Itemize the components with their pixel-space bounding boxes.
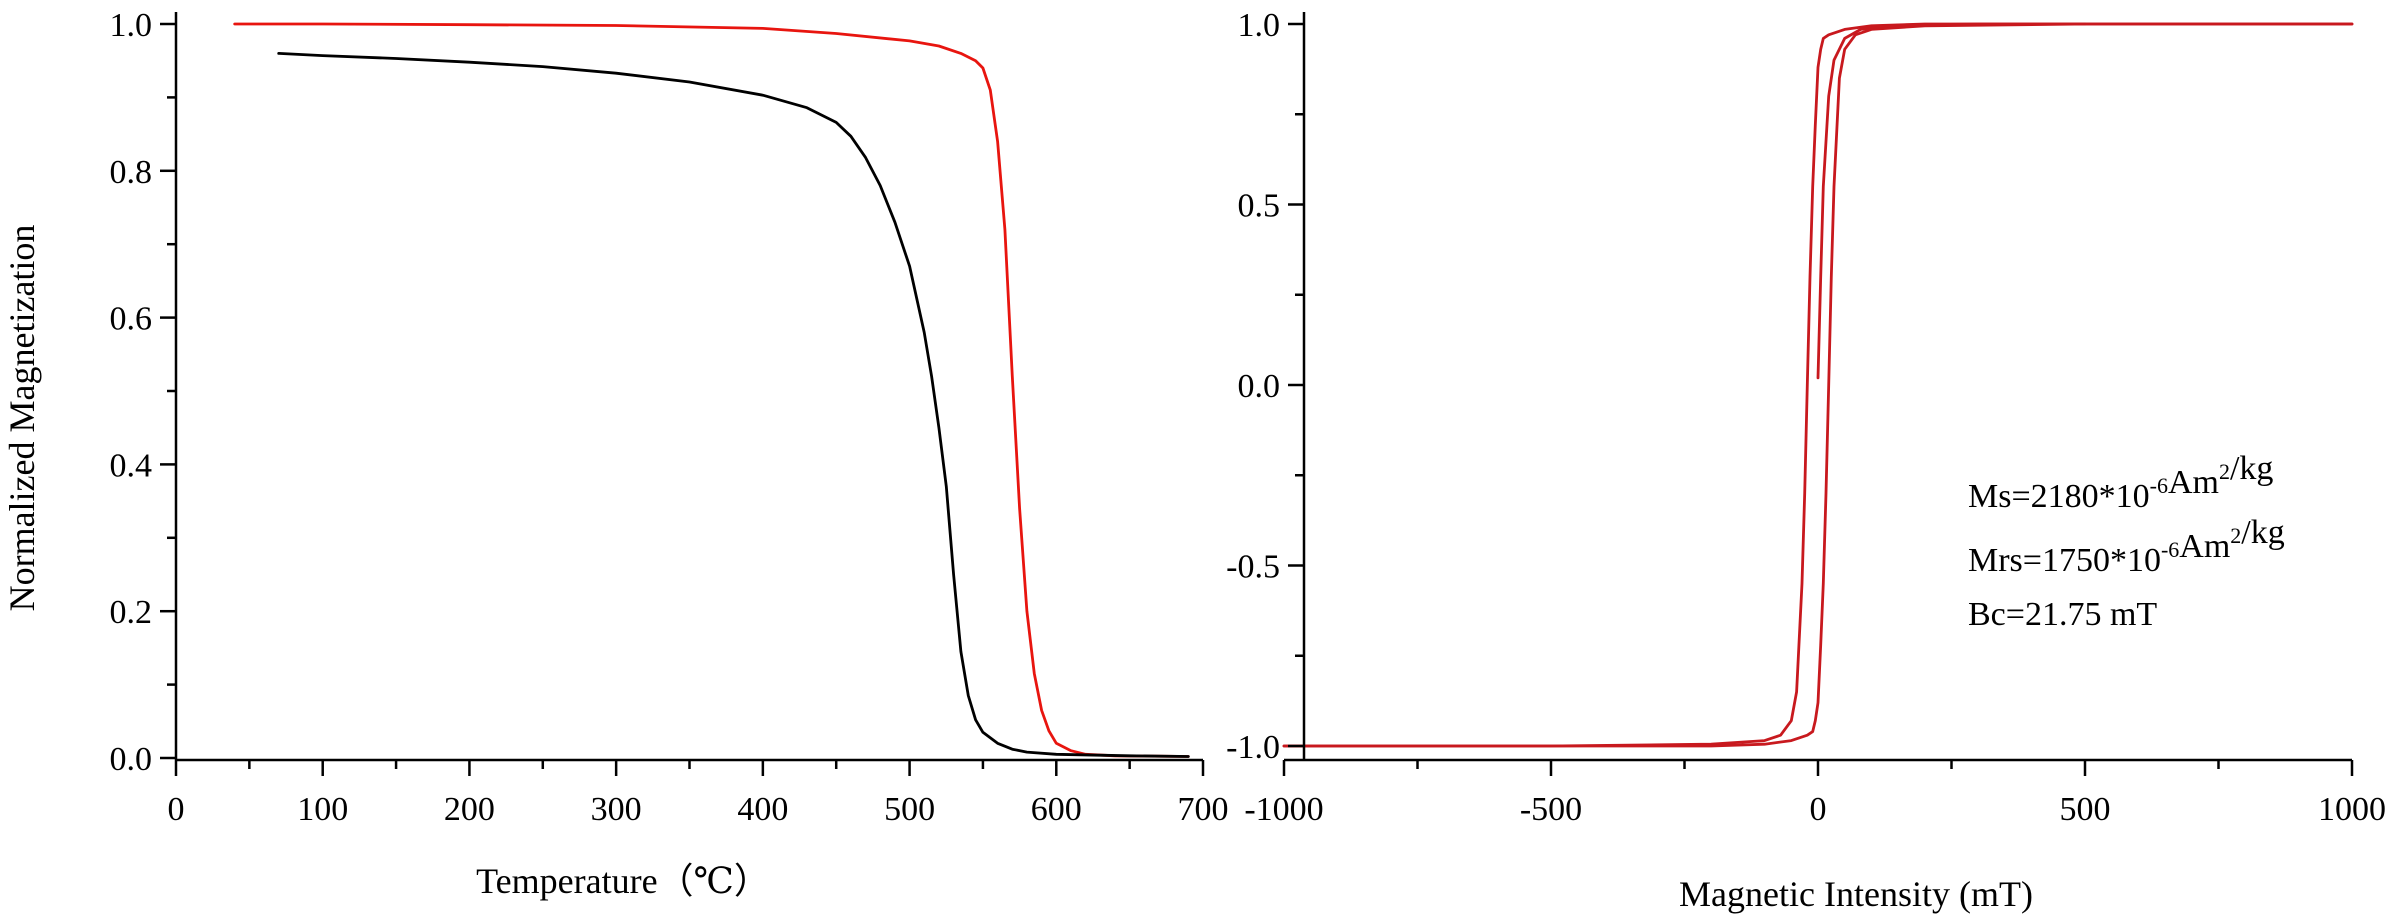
plot-area <box>233 22 1190 758</box>
y-tick-label: 0.0 <box>110 741 153 778</box>
x-tick-label: 1000 <box>2318 791 2386 828</box>
y-axis-title: Normalized Magnetization <box>2 225 42 612</box>
annotation-segment: Am <box>2168 464 2219 501</box>
y-tick-label: -0.5 <box>1226 549 1280 586</box>
plot-area <box>1282 22 2354 748</box>
annotation-segment: Am <box>2179 528 2230 565</box>
x-axis-title: Magnetic Intensity (mT) <box>1679 874 2033 914</box>
annotation-text: Bc=21.75 mT <box>1968 596 2157 633</box>
series-line-1 <box>277 52 1190 758</box>
annotation-superscript: 2 <box>2230 523 2241 548</box>
annotation-segment: Mrs=1750*10 <box>1968 542 2161 579</box>
series-line-0 <box>1282 22 2354 748</box>
x-tick-label: 100 <box>297 791 348 828</box>
annotation-text: Mrs=1750*10-6Am2/kg <box>1968 514 2285 579</box>
series-line-2 <box>1816 22 2087 380</box>
y-tick-label: 1.0 <box>1238 7 1281 44</box>
annotation-superscript: 2 <box>2219 459 2230 484</box>
ticks: 0 100 200 300 400 500 600 700 0.0 0.2 0.4 0.6 0.8 1.0 <box>110 7 1229 828</box>
x-tick-label: 0 <box>168 791 185 828</box>
annotation-segment: /kg <box>2241 514 2284 551</box>
x-tick-label: -500 <box>1520 791 1582 828</box>
annotation-segment: Bc=21.75 mT <box>1968 596 2157 633</box>
y-tick-label: 0.6 <box>110 301 153 338</box>
y-tick-label: 0.5 <box>1238 188 1281 225</box>
annotation-segment: Ms=2180*10 <box>1968 478 2150 515</box>
x-tick-label: 500 <box>884 791 935 828</box>
annotation-text: Ms=2180*10-6Am2/kg <box>1968 450 2273 515</box>
annotation-segment: /kg <box>2230 450 2273 487</box>
x-tick-label: 700 <box>1178 791 1229 828</box>
hysteresis-chart: -1000 -500 0 500 1000 -1.0 -0.5 0.0 0.5 1.0 Magne… <box>1226 7 2386 914</box>
y-tick-label: 0.4 <box>110 447 153 484</box>
x-tick-label: 200 <box>444 791 495 828</box>
y-tick-label: 1.0 <box>110 7 153 44</box>
x-tick-label: -1000 <box>1244 791 1323 828</box>
x-tick-label: 400 <box>737 791 788 828</box>
y-tick-label: 0.2 <box>110 594 153 631</box>
thermomagnetic-chart: 0 100 200 300 400 500 600 700 0.0 0.2 0.4 0.6 0.8 1.0… <box>2 7 1229 901</box>
annotation-superscript: -6 <box>2150 473 2168 498</box>
annotations: Ms=2180*10-6Am2/kgMrs=1750*10-6Am2/kgBc=… <box>1968 450 2285 633</box>
y-tick-label: 0.0 <box>1238 368 1281 405</box>
x-axis-title: Temperature（℃） <box>476 861 770 901</box>
x-tick-label: 600 <box>1031 791 1082 828</box>
series-line-1 <box>1282 22 2354 748</box>
x-tick-label: 300 <box>591 791 642 828</box>
y-tick-label: -1.0 <box>1226 729 1280 766</box>
ticks: -1000 -500 0 500 1000 -1.0 -0.5 0.0 0.5 1.0 <box>1226 7 2386 828</box>
x-tick-label: 500 <box>2060 791 2111 828</box>
y-tick-label: 0.8 <box>110 154 153 191</box>
series-line-0 <box>233 22 1190 758</box>
x-tick-label: 0 <box>1810 791 1827 828</box>
annotation-superscript: -6 <box>2161 537 2179 562</box>
